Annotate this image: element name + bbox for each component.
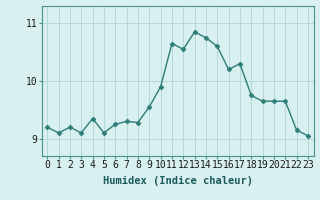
X-axis label: Humidex (Indice chaleur): Humidex (Indice chaleur) bbox=[103, 176, 252, 186]
